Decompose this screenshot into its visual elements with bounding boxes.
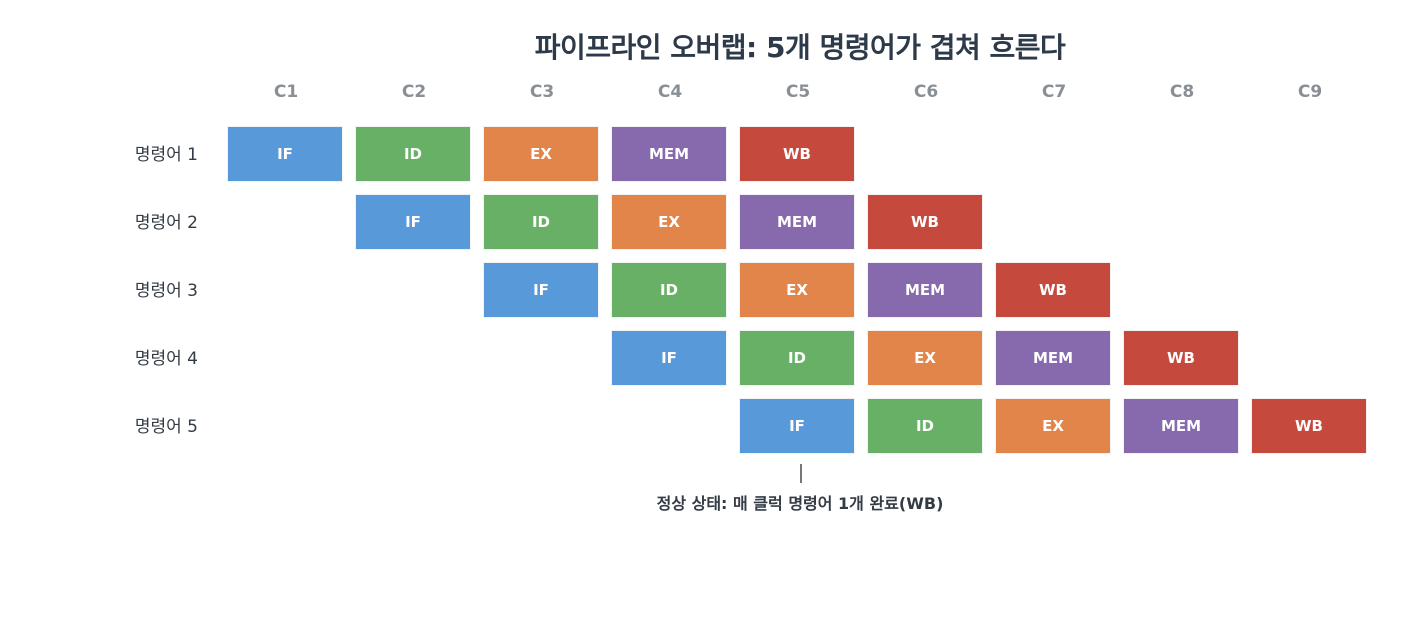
stage-cell-ex: EX xyxy=(995,398,1111,454)
stage-cell-mem: MEM xyxy=(739,194,855,250)
stage-cell-if: IF xyxy=(611,330,727,386)
instruction-label: 명령어 4 xyxy=(134,349,198,369)
stage-cell-if: IF xyxy=(355,194,471,250)
stage-cell-if: IF xyxy=(739,398,855,454)
cycle-label: C9 xyxy=(1297,82,1323,102)
stage-cell-ex: EX xyxy=(483,126,599,182)
stage-cell-ex: EX xyxy=(867,330,983,386)
stage-cell-wb: WB xyxy=(995,262,1111,318)
instruction-label: 명령어 3 xyxy=(134,281,198,301)
cycle-label: C6 xyxy=(913,82,939,102)
instruction-label: 명령어 1 xyxy=(134,145,198,165)
diagram-title: 파이프라인 오버랩: 5개 명령어가 겹쳐 흐른다 xyxy=(534,31,1066,64)
cycle-label: C7 xyxy=(1041,82,1067,102)
stage-cell-if: IF xyxy=(483,262,599,318)
stage-cell-mem: MEM xyxy=(611,126,727,182)
steady-state-note: 정상 상태: 매 클럭 명령어 1개 완료(WB) xyxy=(656,494,944,513)
stage-cell-if: IF xyxy=(227,126,343,182)
instruction-label: 명령어 5 xyxy=(134,417,198,437)
cycle-label: C3 xyxy=(529,82,555,102)
stage-cell-ex: EX xyxy=(611,194,727,250)
cycle-label: C8 xyxy=(1169,82,1195,102)
stage-cell-wb: WB xyxy=(739,126,855,182)
stage-cell-id: ID xyxy=(483,194,599,250)
instruction-label: 명령어 2 xyxy=(134,213,198,233)
stage-cell-id: ID xyxy=(611,262,727,318)
stage-cell-mem: MEM xyxy=(995,330,1111,386)
stage-cell-mem: MEM xyxy=(867,262,983,318)
annotation-tick xyxy=(800,464,802,483)
stage-cell-id: ID xyxy=(739,330,855,386)
stage-cell-wb: WB xyxy=(867,194,983,250)
cycle-label: C4 xyxy=(657,82,683,102)
cycle-label: C1 xyxy=(273,82,299,102)
stage-cell-wb: WB xyxy=(1251,398,1367,454)
stage-cell-id: ID xyxy=(867,398,983,454)
stage-cell-id: ID xyxy=(355,126,471,182)
stage-cell-ex: EX xyxy=(739,262,855,318)
stage-cell-wb: WB xyxy=(1123,330,1239,386)
cycle-label: C5 xyxy=(785,82,811,102)
cycle-label: C2 xyxy=(401,82,427,102)
stage-cell-mem: MEM xyxy=(1123,398,1239,454)
